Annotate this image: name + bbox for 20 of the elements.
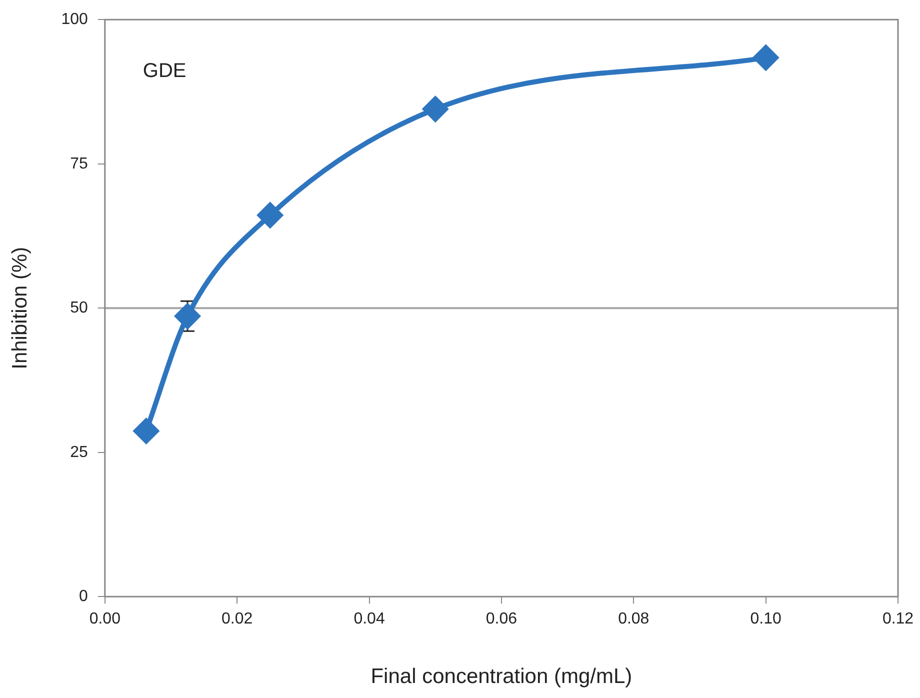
x-tick-label: 0.00 — [89, 610, 121, 628]
y-tick-label: 50 — [70, 300, 88, 317]
x-axis-title: Final concentration (mg/mL) — [370, 665, 632, 688]
y-tick-label: 100 — [61, 11, 88, 28]
x-tick-label: 0.08 — [618, 610, 650, 628]
y-tick-label: 0 — [78, 588, 88, 606]
point — [258, 202, 283, 228]
x-tick-label: 0.02 — [222, 610, 253, 628]
point — [134, 418, 159, 444]
y-tick-label: 75 — [70, 155, 88, 172]
x-tick-label: 0.04 — [354, 610, 385, 628]
point — [175, 304, 200, 329]
y-axis-title: Inhibition (%) — [8, 246, 32, 370]
y-tick-label: 25 — [70, 444, 88, 461]
x-tick-label: 0.12 — [882, 610, 914, 628]
point — [422, 96, 448, 122]
annotation: GDE — [142, 60, 186, 82]
point — [753, 45, 778, 70]
x-tick-label: 0.06 — [486, 610, 518, 628]
x-tick-label: 0.10 — [750, 610, 782, 628]
